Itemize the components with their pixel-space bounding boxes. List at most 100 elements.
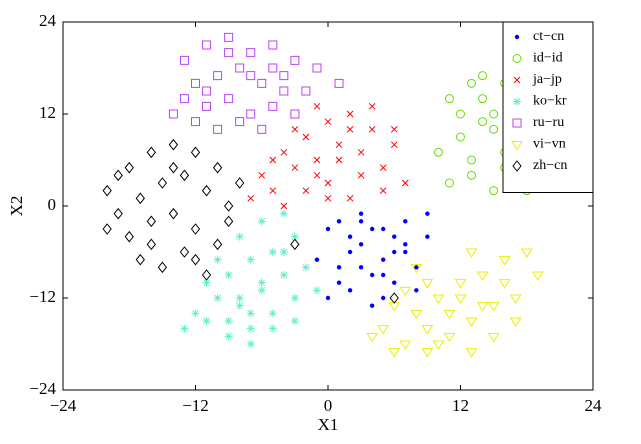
- point: [433, 147, 443, 157]
- point: [224, 317, 233, 325]
- point: [235, 117, 245, 127]
- point: [454, 294, 467, 304]
- point: [213, 71, 223, 81]
- point: [324, 118, 332, 126]
- point: [290, 232, 299, 241]
- point: [135, 253, 145, 266]
- point: [224, 48, 234, 58]
- point: [257, 217, 266, 226]
- point: [124, 230, 134, 243]
- point: [202, 317, 211, 325]
- point: [279, 248, 288, 256]
- point: [268, 248, 277, 256]
- point: [146, 146, 156, 159]
- point: [399, 340, 412, 350]
- point: [358, 242, 364, 247]
- point: [201, 184, 212, 197]
- point: [268, 63, 278, 73]
- point: [179, 246, 190, 258]
- point: [179, 169, 190, 182]
- point: [235, 301, 244, 310]
- point: [357, 171, 365, 179]
- point: [410, 309, 423, 320]
- y-tick-label: 12: [39, 103, 56, 122]
- point: [324, 194, 332, 202]
- y-axis-label: X2: [7, 196, 26, 217]
- point: [269, 187, 277, 195]
- point: [478, 117, 488, 127]
- legend: ct−cn id−id ja−jp ko−kr ru−ru vi−vn zh−cn: [502, 21, 594, 193]
- point: [268, 40, 278, 50]
- point: [224, 271, 233, 279]
- point: [201, 269, 212, 281]
- point: [314, 257, 320, 262]
- point: [223, 215, 234, 228]
- point: [379, 187, 387, 195]
- point: [414, 265, 419, 270]
- point: [235, 177, 245, 189]
- point: [146, 238, 156, 251]
- point: [357, 148, 365, 156]
- point: [476, 271, 489, 281]
- x-tick-label: 24: [585, 396, 603, 415]
- point: [157, 261, 168, 274]
- point: [401, 179, 409, 187]
- point: [369, 303, 375, 308]
- point: [213, 124, 223, 134]
- point: [191, 78, 200, 88]
- point: [246, 255, 255, 264]
- point: [403, 242, 408, 247]
- point: [224, 94, 234, 104]
- point: [392, 249, 397, 255]
- point: [224, 332, 233, 341]
- point: [443, 309, 456, 320]
- y-tick-label: −12: [29, 287, 56, 306]
- point: [102, 184, 112, 197]
- point: [202, 278, 211, 287]
- point: [346, 110, 354, 118]
- point: [179, 94, 189, 104]
- point: [290, 317, 299, 325]
- point: [290, 294, 299, 302]
- legend-label: id−id: [533, 51, 563, 66]
- point: [368, 102, 376, 110]
- legend-marker: [513, 97, 521, 106]
- point: [135, 192, 145, 205]
- point: [467, 155, 477, 165]
- point: [247, 194, 255, 202]
- point: [313, 102, 321, 110]
- point: [476, 302, 489, 312]
- point: [498, 256, 511, 266]
- legend-label: ru−ru: [533, 115, 564, 130]
- x-axis-label: X1: [318, 415, 339, 434]
- point: [487, 332, 500, 343]
- point: [388, 302, 401, 312]
- point: [302, 187, 310, 195]
- point: [312, 63, 322, 73]
- point: [390, 125, 398, 133]
- point: [180, 324, 189, 333]
- point: [478, 94, 488, 104]
- point: [290, 55, 300, 65]
- point: [465, 317, 478, 327]
- point: [381, 272, 386, 278]
- point: [358, 219, 364, 224]
- legend-marker: [512, 54, 522, 63]
- point: [456, 132, 465, 142]
- point: [489, 124, 499, 134]
- point: [390, 141, 398, 149]
- point: [392, 234, 397, 239]
- point: [425, 234, 430, 239]
- point: [246, 48, 256, 58]
- point: [124, 161, 134, 174]
- point: [421, 348, 434, 358]
- point: [478, 71, 488, 81]
- point: [257, 286, 266, 295]
- point: [347, 288, 353, 293]
- point: [279, 86, 289, 96]
- point: [168, 138, 179, 151]
- point: [212, 238, 223, 251]
- point: [489, 186, 499, 196]
- point: [279, 271, 288, 279]
